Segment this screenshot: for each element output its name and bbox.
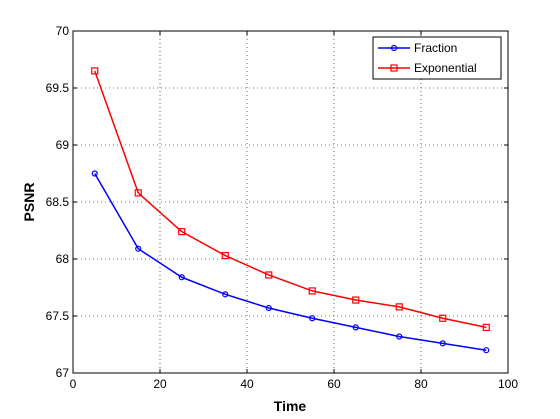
x-tick-label: 20 — [153, 377, 167, 391]
x-tick-label: 40 — [240, 377, 254, 391]
legend-label-exponential: Exponential — [414, 61, 477, 75]
data-point-fraction — [135, 245, 142, 252]
legend-box — [372, 36, 502, 80]
x-tick-label: 60 — [327, 377, 341, 391]
data-point-exponential — [91, 67, 99, 75]
x-tick-label: 0 — [70, 377, 77, 391]
data-point-exponential — [352, 296, 360, 304]
data-point-fraction — [178, 274, 185, 281]
y-tick-label: 68 — [56, 252, 70, 266]
data-point-exponential — [439, 314, 447, 322]
data-point-fraction — [352, 324, 359, 331]
legend-marker-exponential — [390, 64, 398, 72]
data-point-exponential — [482, 323, 490, 331]
data-point-fraction — [222, 291, 229, 298]
series-line-exponential — [94, 70, 487, 329]
grid-lines — [73, 31, 508, 373]
legend-entry-exponential: Exponential — [378, 61, 477, 75]
data-point-fraction — [265, 304, 272, 312]
series-fraction — [91, 170, 490, 354]
y-tick-label: 67.5 — [46, 309, 70, 323]
data-point-fraction — [309, 315, 316, 322]
legend-marker-fraction — [390, 44, 398, 52]
data-point-exponential — [265, 271, 273, 279]
data-point-fraction — [396, 333, 403, 340]
series-exponential — [91, 67, 490, 331]
y-axis-label: PSNR — [21, 183, 37, 222]
x-tick-label: 100 — [498, 377, 518, 391]
x-axis-label: Time — [274, 398, 307, 414]
data-point-fraction — [439, 340, 446, 347]
data-point-fraction — [483, 347, 490, 354]
axis-ticks: 0 20 40 60 80 100 67 67.5 68 68.5 69 69.5 70 — [46, 24, 519, 391]
series-layer — [91, 67, 490, 354]
data-point-exponential — [134, 189, 142, 197]
legend-label-fraction: Fraction — [414, 41, 457, 55]
y-tick-label: 69.5 — [46, 81, 70, 95]
data-point-exponential — [221, 251, 229, 260]
y-tick-label: 70 — [56, 24, 70, 38]
y-tick-label: 68.5 — [46, 195, 70, 209]
data-point-exponential — [395, 303, 403, 311]
legend: Fraction Exponential — [372, 36, 502, 80]
data-point-fraction — [91, 170, 98, 177]
legend-entry-fraction: Fraction — [378, 41, 457, 55]
data-point-exponential — [178, 228, 186, 236]
y-tick-label: 67 — [56, 366, 70, 380]
data-point-exponential — [308, 287, 316, 295]
series-line-fraction — [94, 173, 487, 351]
x-tick-label: 80 — [414, 377, 428, 391]
y-tick-label: 69 — [56, 138, 70, 152]
